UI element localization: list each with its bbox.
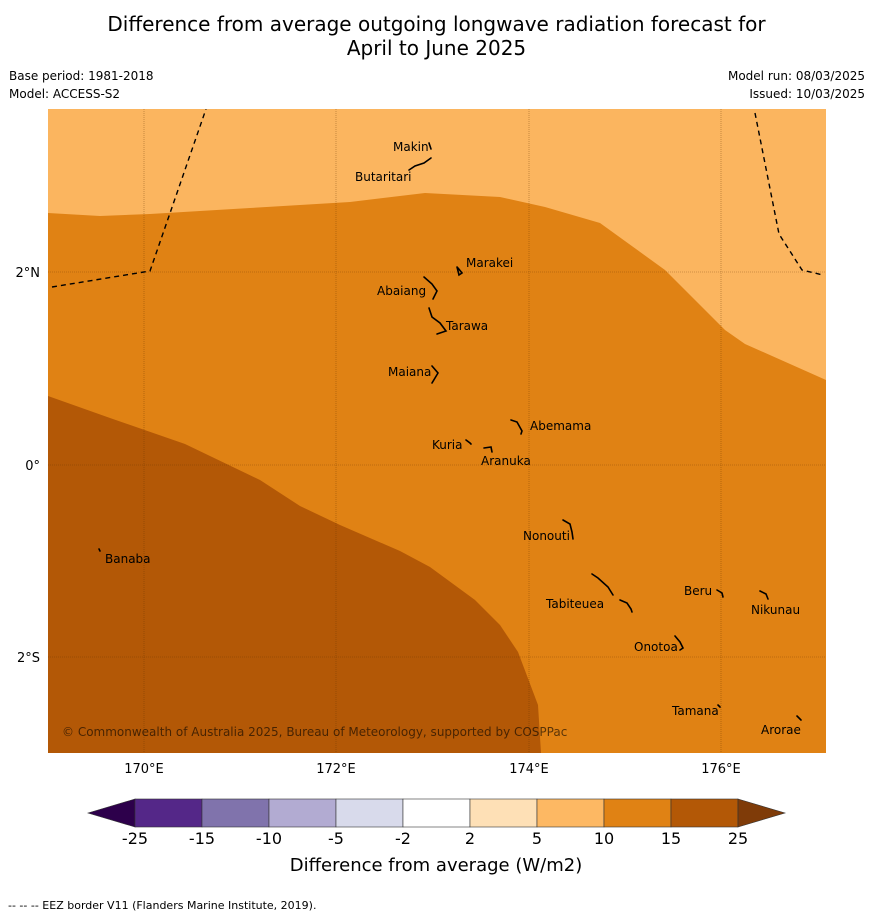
- place-label-arorae: Arorae: [761, 723, 801, 737]
- colorbar-swatch: [402, 798, 471, 828]
- lat-label-2s: 2°S: [17, 651, 40, 666]
- colorbar-tick: 5: [532, 829, 542, 848]
- colorbar-extend-high: [737, 798, 787, 828]
- longitude-labels: 170°E 172°E 174°E 176°E: [124, 762, 741, 777]
- place-label-marakei: Marakei: [466, 256, 513, 270]
- place-label-abemama: Abemama: [530, 419, 591, 433]
- place-label-banaba: Banaba: [105, 552, 151, 566]
- footer-note: -- -- -- EEZ border V11 (Flanders Marine…: [8, 899, 317, 912]
- island-outlines: [98, 142, 802, 721]
- gridlines: [48, 109, 826, 753]
- colorbar-tick: 15: [661, 829, 681, 848]
- colorbar-swatch: [201, 798, 270, 828]
- title-line-1: Difference from average outgoing longwav…: [107, 12, 766, 36]
- colorbar-swatch: [603, 798, 672, 828]
- place-label-abaiang: Abaiang: [377, 284, 426, 298]
- map-area: Makin Butaritari Marakei Abaiang Tarawa …: [48, 109, 826, 753]
- model-name: Model: ACCESS-S2: [9, 87, 121, 101]
- model-run: Model run: 08/03/2025: [727, 69, 865, 83]
- colorbar-swatch: [268, 798, 337, 828]
- colorbar-tick: 2: [465, 829, 475, 848]
- colorbar-title: Difference from average (W/m2): [290, 855, 582, 876]
- latitude-labels: 2°N 0° 2°S: [16, 266, 41, 666]
- place-label-onotoa: Onotoa: [634, 640, 678, 654]
- chart-title: Difference from average outgoing longwav…: [0, 12, 873, 60]
- colorbar-tick: -10: [256, 829, 282, 848]
- meta-left: Base period: 1981-2018 Model: ACCESS-S2: [9, 67, 154, 103]
- colorbar: -25 -15 -10 -5 -2 2 5 10 15 25 Differenc…: [86, 798, 787, 876]
- colorbar-tick: -5: [328, 829, 344, 848]
- place-label-kuria: Kuria: [432, 438, 463, 452]
- place-label-aranuka: Aranuka: [481, 454, 531, 468]
- colorbar-swatch: [469, 798, 538, 828]
- lon-label-170e: 170°E: [124, 762, 164, 777]
- colorbar-swatch: [670, 798, 739, 828]
- title-line-2: April to June 2025: [346, 36, 527, 60]
- colorbar-swatch: [134, 798, 203, 828]
- colorbar-tick: 10: [594, 829, 614, 848]
- place-label-tarawa: Tarawa: [445, 319, 488, 333]
- colorbar-extend-low: [86, 798, 136, 828]
- place-label-makin: Makin: [393, 140, 429, 154]
- lat-label-2n: 2°N: [16, 266, 41, 281]
- lon-label-174e: 174°E: [509, 762, 549, 777]
- band-15-25: [48, 396, 541, 753]
- place-label-nikunau: Nikunau: [751, 603, 800, 617]
- place-label-beru: Beru: [684, 584, 712, 598]
- place-label-nonouti: Nonouti: [523, 529, 570, 543]
- colorbar-swatch: [536, 798, 605, 828]
- place-label-tamana: Tamana: [671, 704, 719, 718]
- place-label-butaritari: Butaritari: [355, 170, 412, 184]
- colorbar-tick: -15: [189, 829, 215, 848]
- colorbar-tick: -25: [122, 829, 148, 848]
- eez-borders: [51, 109, 824, 288]
- issued-date: Issued: 10/03/2025: [749, 87, 865, 101]
- colorbar-swatch: [335, 798, 404, 828]
- lon-label-172e: 172°E: [316, 762, 356, 777]
- lat-label-0: 0°: [25, 459, 40, 474]
- meta-right: Model run: 08/03/2025 Issued: 10/03/2025: [728, 67, 865, 103]
- place-label-tabiteuea: Tabiteuea: [545, 597, 604, 611]
- colorbar-tick: -2: [395, 829, 411, 848]
- colorbar-tick: 25: [728, 829, 748, 848]
- lon-label-176e: 176°E: [701, 762, 741, 777]
- copyright-text: © Commonwealth of Australia 2025, Bureau…: [62, 725, 567, 739]
- place-label-maiana: Maiana: [388, 365, 431, 379]
- place-labels: Makin Butaritari Marakei Abaiang Tarawa …: [105, 140, 801, 737]
- base-period: Base period: 1981-2018: [9, 69, 154, 83]
